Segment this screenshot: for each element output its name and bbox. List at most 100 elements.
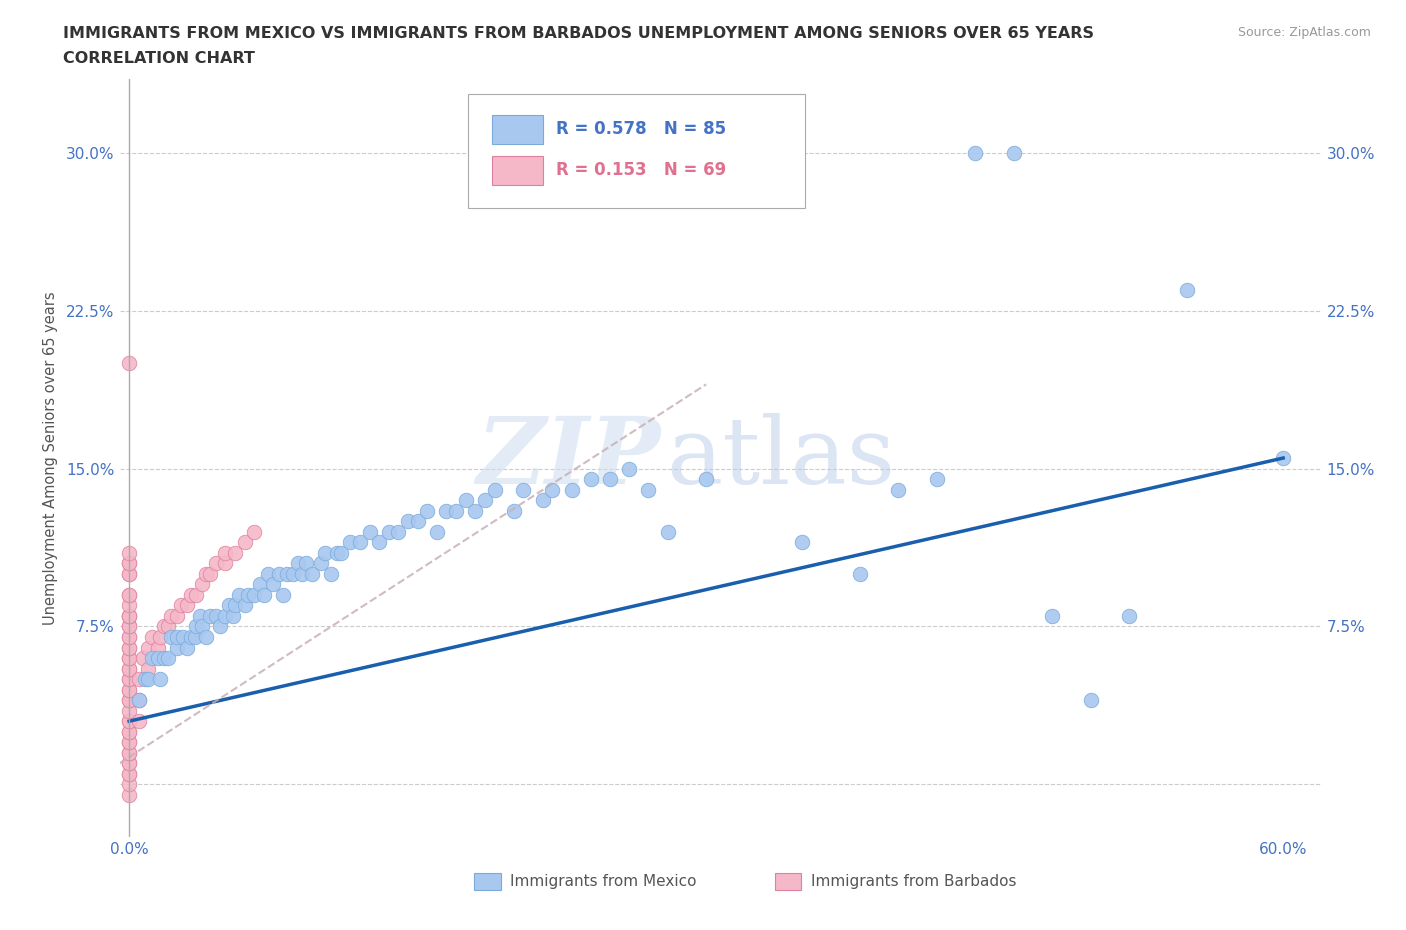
Point — [128, 693, 150, 708]
Point — [149, 671, 172, 686]
Point — [172, 630, 194, 644]
Point — [180, 630, 202, 644]
Point — [141, 651, 163, 666]
Point — [1080, 693, 1102, 708]
Point — [243, 588, 266, 603]
Point — [249, 577, 271, 591]
Point — [166, 608, 188, 623]
Point — [512, 482, 534, 497]
Point — [695, 472, 717, 486]
Point — [1002, 145, 1025, 160]
Point — [378, 525, 401, 539]
Point — [176, 640, 198, 655]
Point — [118, 735, 141, 750]
Point — [186, 588, 208, 603]
Text: Immigrants from Barbados: Immigrants from Barbados — [811, 874, 1017, 889]
Point — [198, 566, 221, 581]
Point — [406, 513, 429, 528]
Point — [118, 777, 141, 791]
Point — [160, 630, 183, 644]
Point — [329, 545, 352, 560]
Point — [166, 640, 188, 655]
Point — [925, 472, 948, 486]
Point — [118, 545, 141, 560]
FancyBboxPatch shape — [468, 94, 804, 208]
Point — [396, 513, 419, 528]
Point — [464, 503, 486, 518]
Point — [146, 651, 169, 666]
Point — [138, 640, 160, 655]
Point — [208, 619, 231, 634]
Point — [792, 535, 814, 550]
Text: ZIP: ZIP — [477, 413, 661, 503]
Point — [118, 651, 141, 666]
Point — [138, 671, 160, 686]
Point — [118, 619, 141, 634]
Point — [134, 671, 156, 686]
Point — [128, 671, 150, 686]
Point — [118, 608, 141, 623]
Point — [198, 608, 221, 623]
Point — [637, 482, 659, 497]
Point — [204, 608, 226, 623]
Text: CORRELATION CHART: CORRELATION CHART — [63, 51, 254, 66]
Point — [146, 640, 169, 655]
Point — [118, 766, 141, 781]
Point — [183, 630, 205, 644]
Point — [233, 535, 256, 550]
Point — [128, 713, 150, 728]
Point — [186, 619, 208, 634]
Point — [118, 661, 141, 676]
Point — [152, 651, 174, 666]
Point — [118, 671, 141, 686]
Point — [118, 693, 141, 708]
Point — [214, 556, 236, 571]
Point — [262, 577, 284, 591]
Point — [118, 588, 141, 603]
Point — [276, 566, 298, 581]
FancyBboxPatch shape — [492, 156, 543, 185]
Point — [118, 566, 141, 581]
Point — [291, 566, 314, 581]
Point — [131, 651, 153, 666]
Text: IMMIGRANTS FROM MEXICO VS IMMIGRANTS FROM BARBADOS UNEMPLOYMENT AMONG SENIORS OV: IMMIGRANTS FROM MEXICO VS IMMIGRANTS FRO… — [63, 26, 1094, 41]
Point — [128, 693, 150, 708]
Point — [195, 630, 218, 644]
Point — [387, 525, 409, 539]
Point — [118, 745, 141, 760]
Point — [118, 651, 141, 666]
Point — [1040, 608, 1063, 623]
Point — [314, 545, 336, 560]
Point — [339, 535, 361, 550]
Point — [118, 630, 141, 644]
Point — [281, 566, 304, 581]
Point — [118, 683, 141, 698]
Point — [619, 461, 641, 476]
Point — [502, 503, 524, 518]
Point — [1272, 451, 1295, 466]
Point — [253, 588, 276, 603]
Text: atlas: atlas — [666, 413, 896, 503]
Y-axis label: Unemployment Among Seniors over 65 years: Unemployment Among Seniors over 65 years — [42, 291, 58, 625]
Point — [188, 608, 211, 623]
Point — [256, 566, 278, 581]
Point — [204, 556, 226, 571]
Point — [541, 482, 564, 497]
Point — [218, 598, 240, 613]
Point — [118, 588, 141, 603]
Point — [1175, 282, 1198, 297]
Point — [1118, 608, 1140, 623]
Point — [118, 724, 141, 739]
Point — [560, 482, 582, 497]
Point — [191, 577, 214, 591]
Point — [118, 608, 141, 623]
Point — [160, 608, 183, 623]
Text: Source: ZipAtlas.com: Source: ZipAtlas.com — [1237, 26, 1371, 39]
Point — [319, 566, 342, 581]
Point — [191, 619, 214, 634]
Point — [368, 535, 391, 550]
Point — [238, 588, 260, 603]
Point — [118, 598, 141, 613]
FancyBboxPatch shape — [474, 873, 501, 890]
Point — [118, 766, 141, 781]
